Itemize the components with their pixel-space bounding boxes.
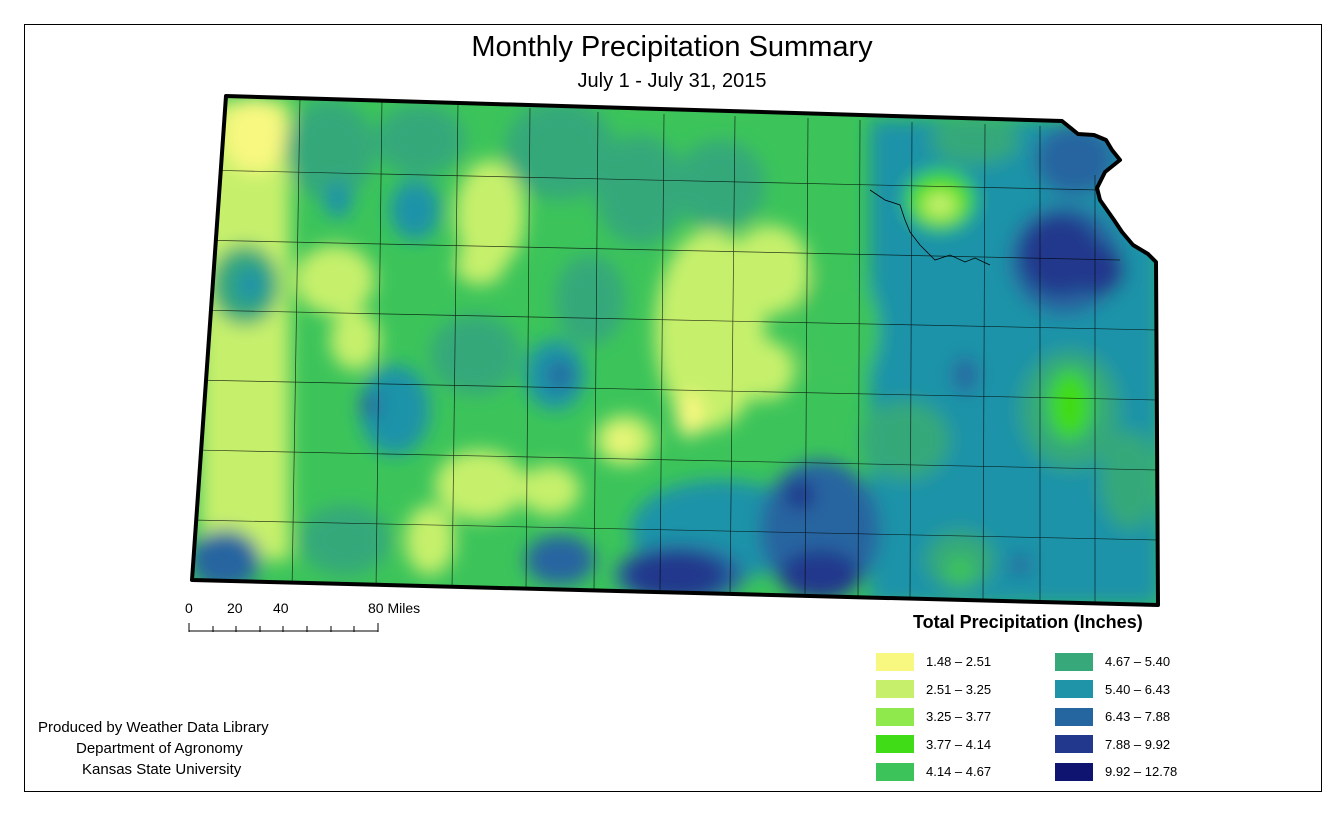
- legend-swatch: [876, 762, 914, 781]
- legend-label: 3.25 – 3.77: [926, 709, 992, 725]
- legend-swatch: [1055, 762, 1093, 781]
- scale-tick-40: 40: [273, 600, 289, 616]
- river-line: [869, 189, 991, 266]
- legend-item: 4.67 – 5.40: [1055, 648, 1177, 676]
- credits-line-1: Produced by Weather Data Library: [38, 719, 269, 736]
- legend-item: 4.14 – 4.67: [876, 758, 991, 786]
- legend-item: 3.77 – 4.14: [876, 731, 991, 759]
- legend-label: 9.92 – 12.78: [1105, 764, 1178, 780]
- county-lines: [192, 96, 1158, 605]
- map-frame: [24, 24, 1322, 792]
- legend-label: 2.51 – 3.25: [926, 681, 992, 697]
- legend-item: 1.48 – 2.51: [876, 648, 991, 676]
- legend-swatch: [876, 680, 914, 699]
- credits-line-2: Department of Agronomy: [76, 740, 243, 757]
- state-outline: [190, 94, 1160, 607]
- legend-swatch: [1055, 707, 1093, 726]
- legend-column-right: 4.67 – 5.40 5.40 – 6.43 6.43 – 7.88 7.88…: [1055, 648, 1177, 786]
- legend-column-left: 1.48 – 2.51 2.51 – 3.25 3.25 – 3.77 3.77…: [876, 648, 991, 786]
- precip-zones: [192, 97, 1158, 605]
- scale-tick-0: 0: [185, 600, 193, 616]
- legend-item: 3.25 – 3.77: [876, 703, 991, 731]
- legend-label: 4.14 – 4.67: [926, 764, 992, 780]
- legend-swatch: [876, 735, 914, 754]
- scale-bar: [188, 623, 379, 632]
- legend-label: 4.67 – 5.40: [1105, 654, 1171, 670]
- credits: Produced by Weather Data Library Departm…: [38, 717, 318, 780]
- legend-item: 2.51 – 3.25: [876, 676, 991, 704]
- legend-swatch: [1055, 735, 1093, 754]
- legend-swatch: [876, 707, 914, 726]
- legend-label: 3.77 – 4.14: [926, 736, 992, 752]
- legend-title: Total Precipitation (Inches): [913, 612, 1143, 632]
- legend-swatch: [1055, 680, 1093, 699]
- legend-label: 6.43 – 7.88: [1105, 709, 1171, 725]
- map-subtitle: July 1 - July 31, 2015: [577, 70, 767, 92]
- legend-label: 1.48 – 2.51: [926, 654, 992, 670]
- legend-item: 9.92 – 12.78: [1055, 758, 1177, 786]
- map-title: Monthly Precipitation Summary: [471, 31, 873, 63]
- legend-swatch: [876, 652, 914, 671]
- scale-tick-80: 80 Miles: [368, 600, 421, 616]
- legend-item: 5.40 – 6.43: [1055, 676, 1177, 704]
- legend-swatch: [1055, 652, 1093, 671]
- legend-label: 7.88 – 9.92: [1105, 736, 1171, 752]
- legend-item: 6.43 – 7.88: [1055, 703, 1177, 731]
- legend-item: 7.88 – 9.92: [1055, 731, 1177, 759]
- legend-label: 5.40 – 6.43: [1105, 681, 1171, 697]
- scale-tick-20: 20: [227, 600, 243, 616]
- credits-line-3: Kansas State University: [82, 761, 242, 778]
